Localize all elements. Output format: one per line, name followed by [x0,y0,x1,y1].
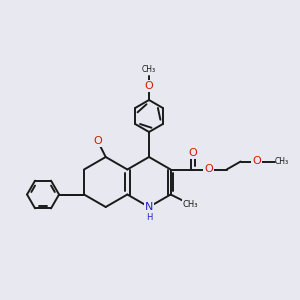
Text: O: O [204,164,213,175]
Text: N: N [145,202,153,212]
Text: CH₃: CH₃ [183,200,198,209]
Text: O: O [252,157,261,166]
Text: O: O [145,81,153,91]
Text: CH₃: CH₃ [275,157,289,166]
Text: O: O [93,136,102,146]
Text: CH₃: CH₃ [142,65,156,74]
Text: H: H [146,212,152,221]
Text: O: O [188,148,197,158]
